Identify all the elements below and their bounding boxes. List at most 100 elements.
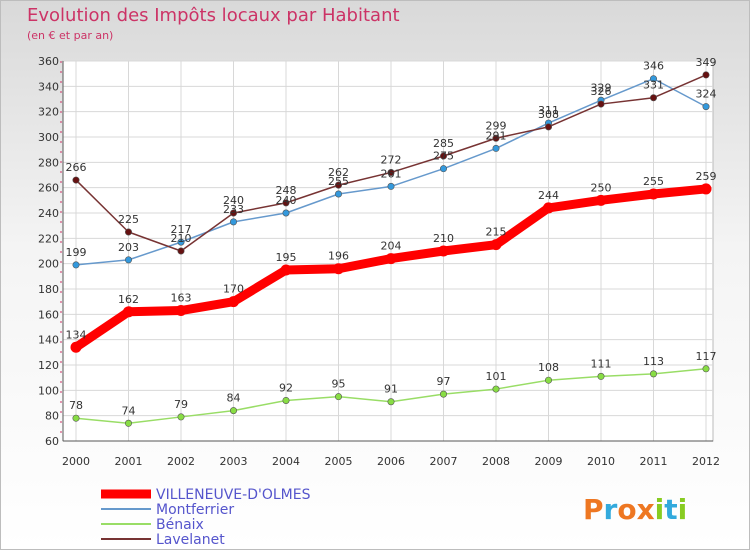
legend-label-0: VILLENEUVE-D'OLMES — [156, 487, 311, 503]
data-label: 95 — [332, 378, 346, 391]
data-point — [125, 419, 133, 427]
y-tick-label: 160 — [38, 308, 59, 321]
data-point — [230, 407, 238, 415]
y-tick-label: 320 — [38, 106, 59, 119]
data-label: 255 — [643, 175, 664, 188]
data-point — [595, 194, 607, 206]
data-label: 134 — [66, 328, 87, 341]
data-label: 275 — [433, 150, 454, 163]
data-point — [334, 393, 342, 401]
data-point — [649, 75, 657, 83]
data-point — [282, 209, 290, 217]
x-tick-label: 2010 — [587, 455, 615, 468]
data-point — [387, 398, 395, 406]
logo-letter: r — [604, 493, 618, 526]
data-label: 291 — [486, 129, 507, 142]
y-tick-label: 60 — [45, 435, 59, 448]
data-label: 329 — [591, 81, 612, 94]
y-tick-label: 260 — [38, 182, 59, 195]
data-label: 285 — [433, 137, 454, 150]
data-point — [438, 245, 449, 257]
data-label: 170 — [223, 283, 244, 296]
data-point — [72, 414, 80, 422]
data-point — [649, 94, 657, 102]
data-point — [177, 247, 185, 255]
data-label: 331 — [643, 79, 664, 92]
data-label: 225 — [118, 213, 139, 226]
data-label: 346 — [643, 60, 664, 73]
legend-label-3: Lavelanet — [156, 532, 225, 548]
legend-label-1: Montferrier — [156, 502, 234, 518]
data-point — [597, 372, 605, 380]
data-point — [649, 370, 657, 378]
data-label: 262 — [328, 166, 349, 179]
data-point — [387, 168, 395, 176]
data-point — [334, 190, 342, 198]
data-label: 203 — [118, 241, 139, 254]
proxiti-logo: Proxiti — [583, 493, 687, 526]
data-label: 311 — [538, 104, 559, 117]
data-label: 84 — [227, 392, 241, 405]
data-label: 255 — [328, 175, 349, 188]
data-label: 272 — [381, 153, 402, 166]
y-tick-label: 80 — [45, 410, 59, 423]
data-label: 108 — [538, 361, 559, 374]
data-label: 233 — [223, 203, 244, 216]
x-tick-label: 2008 — [482, 455, 510, 468]
data-label: 215 — [486, 226, 507, 239]
y-tick-label: 340 — [38, 80, 59, 93]
data-point — [492, 144, 500, 152]
y-tick-label: 360 — [38, 55, 59, 68]
x-tick-label: 2012 — [692, 455, 720, 468]
data-label: 326 — [591, 85, 612, 98]
x-tick-label: 2005 — [325, 455, 353, 468]
data-label: 259 — [696, 170, 717, 183]
data-label: 199 — [66, 246, 87, 259]
data-label: 117 — [696, 350, 717, 363]
data-point — [282, 396, 290, 404]
y-tick-label: 120 — [38, 359, 59, 372]
x-tick-label: 2007 — [430, 455, 458, 468]
data-point — [702, 71, 710, 79]
data-label: 195 — [276, 251, 297, 264]
data-label: 97 — [437, 375, 451, 388]
data-point — [230, 218, 238, 226]
x-tick-label: 2001 — [115, 455, 143, 468]
chart-title: Evolution des Impôts locaux par Habitant — [27, 5, 400, 26]
data-label: 349 — [696, 56, 717, 69]
logo-letter: P — [583, 493, 604, 526]
data-label: 250 — [591, 181, 612, 194]
data-label: 240 — [276, 194, 297, 207]
data-point — [543, 202, 554, 214]
x-tick-label: 2006 — [377, 455, 405, 468]
chart-subtitle: (en € et par an) — [27, 29, 114, 42]
data-label: 163 — [171, 292, 192, 305]
x-tick-label: 2004 — [272, 455, 300, 468]
y-tick-label: 100 — [38, 384, 59, 397]
data-point — [175, 305, 187, 317]
data-label: 217 — [171, 223, 192, 236]
y-tick-label: 220 — [38, 232, 59, 245]
y-tick-label: 280 — [38, 156, 59, 169]
data-point — [72, 176, 80, 184]
y-tick-label: 140 — [38, 334, 59, 347]
logo-letter: i — [655, 493, 665, 526]
data-point — [125, 256, 133, 264]
data-label: 111 — [591, 357, 612, 370]
data-point — [492, 134, 500, 142]
data-point — [544, 123, 552, 131]
data-label: 248 — [276, 184, 297, 197]
data-point — [333, 263, 344, 275]
data-point — [702, 365, 710, 373]
data-label: 210 — [171, 232, 192, 245]
data-point — [280, 264, 292, 276]
data-point — [387, 182, 395, 190]
x-tick-label: 2002 — [167, 455, 195, 468]
y-tick-label: 200 — [38, 258, 59, 271]
data-point — [439, 390, 447, 398]
logo-letter: i — [678, 493, 688, 526]
data-label: 299 — [486, 119, 507, 132]
data-point — [492, 385, 500, 393]
data-point — [439, 165, 447, 173]
